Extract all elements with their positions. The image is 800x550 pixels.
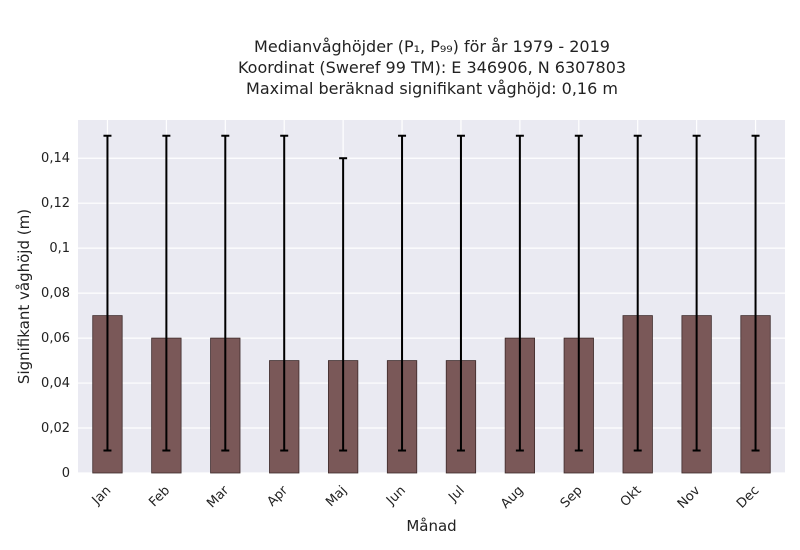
error-bar-sep (574, 134, 583, 452)
error-bar-jan (103, 134, 112, 452)
y-tick-label: 0 (62, 466, 70, 481)
y-axis-ticks: 0 0,02 0,04 0,06 0,08 0,1 0,12 0,14 (41, 151, 70, 481)
plot-area (78, 120, 785, 473)
error-bar-jun (398, 134, 407, 452)
y-tick-label: 0,08 (41, 286, 70, 301)
error-bar-jul (456, 134, 465, 452)
y-tick-label: 0,04 (41, 376, 70, 391)
y-tick-label: 0,1 (49, 241, 70, 256)
x-tick-label-nov: Nov (675, 483, 704, 512)
error-bars (103, 134, 760, 452)
error-bar-dec (751, 134, 760, 452)
x-tick-label-jul: Jul (445, 483, 467, 505)
x-tick-label-aug: Aug (498, 483, 527, 512)
x-axis-label: Månad (406, 517, 456, 535)
y-axis-label: Signifikant våghöjd (m) (15, 209, 33, 384)
x-tick-label-dec: Dec (734, 483, 762, 511)
y-tick-label: 0,02 (41, 421, 70, 436)
chart-title-line: Koordinat (Sweref 99 TM): E 346906, N 63… (238, 58, 626, 77)
error-bar-nov (692, 134, 701, 452)
x-tick-label-jun: Jun (383, 483, 409, 509)
chart-title-line: Maximal beräknad signifikant våghöjd: 0,… (246, 79, 618, 98)
chart-title: Medianvåghöjder (P₁, P₉₉) för år 1979 - … (238, 37, 626, 98)
y-tick-label: 0,12 (41, 196, 70, 211)
x-tick-label-feb: Feb (146, 483, 173, 510)
x-axis-ticks: Jan Feb Mar Apr Maj Jun Jul Aug Sep Okt Nov Dec (89, 483, 763, 512)
error-bar-apr (280, 134, 289, 452)
y-tick-label: 0,06 (41, 331, 70, 346)
error-bar-maj (339, 157, 348, 452)
error-bar-feb (162, 134, 171, 452)
x-tick-label-jan: Jan (89, 483, 114, 508)
x-tick-label-mar: Mar (204, 483, 232, 511)
x-tick-label-okt: Okt (618, 483, 645, 510)
x-tick-label-maj: Maj (323, 483, 350, 510)
error-bar-mar (221, 134, 230, 452)
y-tick-label: 0,14 (41, 151, 70, 166)
chart-title-line: Medianvåghöjder (P₁, P₉₉) för år 1979 - … (254, 37, 610, 56)
error-bar-okt (633, 134, 642, 452)
x-tick-label-apr: Apr (265, 483, 292, 510)
error-bar-aug (515, 134, 524, 452)
x-tick-label-sep: Sep (558, 483, 586, 511)
